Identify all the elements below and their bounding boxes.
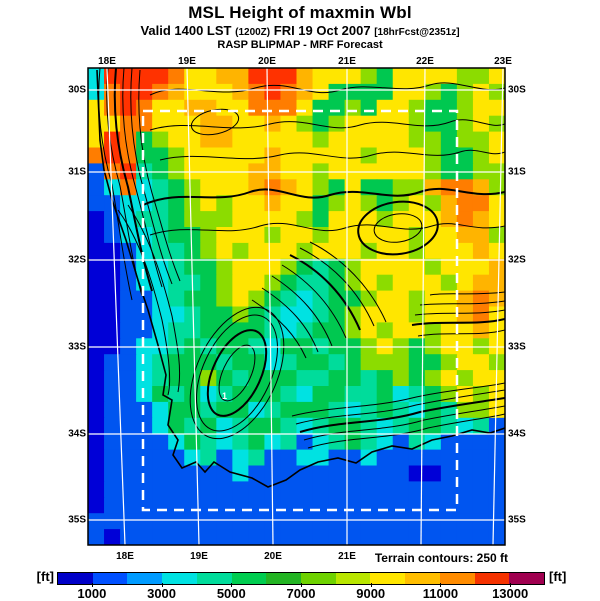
map-annotation: 1: [222, 391, 228, 401]
map-frame: [87, 67, 506, 546]
axis-label-top-20E: 20E: [258, 56, 276, 67]
axis-label-right-31S: 31S: [508, 166, 526, 178]
colorbar-segment-12: [474, 573, 510, 584]
colorbar-tick-11000: 11000: [422, 586, 459, 601]
colorbar-segment-11: [439, 573, 475, 584]
colorbar-tickmark: [370, 583, 372, 587]
colorbar-segment-7: [301, 573, 336, 584]
axis-label-right-35S: 35S: [508, 514, 526, 526]
colorbar-segment-13: [509, 573, 545, 584]
axis-label-top-21E: 21E: [338, 56, 356, 67]
axis-label-bottom-20E: 20E: [264, 551, 282, 562]
axis-label-right-30S: 30S: [508, 84, 526, 96]
colorbar-tick-7000: 7000: [286, 586, 316, 601]
colorbar-segment-5: [231, 573, 267, 584]
colorbar-tick-1000: 1000: [77, 586, 107, 601]
colorbar-tick-3000: 3000: [147, 586, 177, 601]
colorbar-tickmark: [440, 583, 442, 587]
colorbar-tick-5000: 5000: [216, 586, 246, 601]
axis-label-bottom-18E: 18E: [116, 551, 134, 562]
axis-label-left-31S: 31S: [68, 166, 86, 178]
valid-time-line: Valid 1400 LST (1200Z) FRI 19 Oct 2007 […: [0, 23, 600, 38]
colorbar-segment-3: [162, 573, 197, 584]
axis-label-top-19E: 19E: [178, 56, 196, 67]
axis-label-left-33S: 33S: [68, 341, 86, 353]
page-title: MSL Height of maxmin Wbl: [188, 3, 412, 22]
valid-date: FRI 19 Oct 2007: [273, 23, 371, 38]
colorbar-segment-2: [127, 573, 163, 584]
colorbar-unit-left: [ft]: [36, 569, 54, 584]
colorbar-unit-right: [ft]: [549, 569, 567, 584]
axis-label-right-33S: 33S: [508, 341, 526, 353]
model-line: RASP BLIPMAP - MRF Forecast: [217, 39, 383, 51]
axis-label-right-32S: 32S: [508, 254, 526, 266]
colorbar-tickmark: [161, 583, 163, 587]
zulu-time: (1200Z): [235, 27, 271, 38]
colorbar-tickmark: [510, 583, 512, 587]
axis-label-left-32S: 32S: [68, 254, 86, 266]
colorbar-tickmark: [231, 583, 233, 587]
forecast-tag: [18hrFcst@2351z]: [374, 27, 460, 38]
colorbar-segment-8: [335, 573, 371, 584]
colorbar-tickmark: [91, 583, 93, 587]
colorbar-tick-9000: 9000: [356, 586, 386, 601]
colorbar-segment-6: [266, 573, 302, 584]
axis-label-left-34S: 34S: [68, 428, 86, 440]
colorbar-tick-13000: 13000: [492, 586, 529, 601]
colorbar-segment-4: [196, 573, 232, 584]
valid-prefix: Valid 1400 LST: [140, 23, 232, 38]
axis-label-right-34S: 34S: [508, 428, 526, 440]
colorbar-segment-0: [58, 573, 93, 584]
colorbar-segment-9: [370, 573, 406, 584]
colorbar-tickmark: [301, 583, 302, 587]
axis-label-top-18E: 18E: [98, 56, 116, 67]
axis-label-bottom-19E: 19E: [190, 551, 208, 562]
domain-box: [141, 109, 459, 512]
axis-label-top-22E: 22E: [416, 56, 434, 67]
latlon-grid: [88, 67, 505, 546]
terrain-contours-note: Terrain contours: 250 ft: [374, 551, 508, 565]
axis-label-left-35S: 35S: [68, 514, 86, 526]
heatmap-cells: [88, 68, 505, 545]
colorbar-segment-10: [405, 573, 440, 584]
colorbar-segment-1: [92, 573, 128, 584]
colorbar: [57, 572, 545, 585]
axis-label-left-30S: 30S: [68, 84, 86, 96]
axis-label-top-23E: 23E: [494, 56, 512, 67]
axis-label-bottom-21E: 21E: [338, 551, 356, 562]
